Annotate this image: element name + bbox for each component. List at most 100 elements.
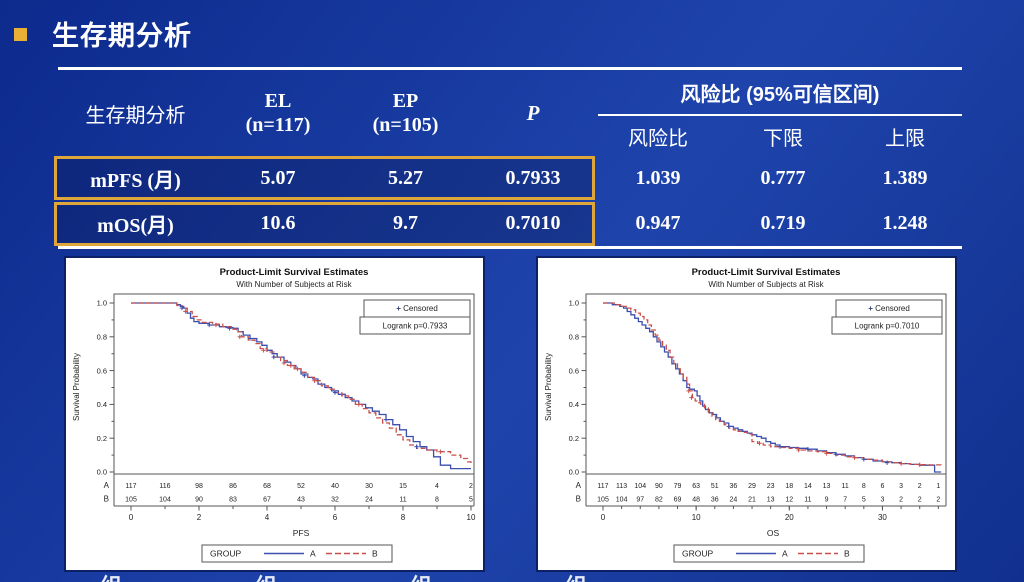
clipped-footer-text: 组: [100, 569, 122, 582]
cell-upper: 1.389: [882, 167, 928, 189]
cell-el: 10.6: [260, 212, 296, 234]
col-header-lower: 下限: [763, 127, 803, 150]
svg-text:7: 7: [843, 497, 847, 504]
svg-text:5: 5: [862, 497, 866, 504]
svg-text:30: 30: [878, 513, 887, 522]
row-label: mOS(月): [97, 215, 174, 237]
svg-text:B: B: [104, 495, 109, 504]
svg-text:105: 105: [125, 497, 137, 504]
cell-lower: 0.719: [760, 212, 806, 234]
row-label: mPFS (月): [90, 170, 181, 192]
table-bottom-border: [58, 246, 962, 249]
svg-text:10: 10: [467, 513, 476, 522]
svg-text:3: 3: [899, 483, 903, 490]
svg-text:0.4: 0.4: [569, 400, 579, 409]
svg-text:GROUP: GROUP: [682, 549, 714, 559]
cell-el: 5.07: [260, 167, 296, 189]
table-header: 生存期分析 EL (n=117) EP (n=105) P 风险比 (95%可信…: [58, 70, 962, 156]
table-top-border: [58, 67, 962, 70]
svg-text:113: 113: [616, 483, 627, 490]
cell-p: 0.7933: [505, 167, 561, 189]
svg-text:13: 13: [823, 483, 831, 490]
svg-text:A: A: [782, 549, 788, 559]
svg-text:98: 98: [195, 483, 203, 490]
svg-text:15: 15: [399, 483, 407, 490]
pfs-km-chart: Product-Limit Survival Estimates With Num…: [64, 256, 485, 572]
svg-text:With Number of Subjects at Ris: With Number of Subjects at Risk: [236, 280, 352, 289]
svg-text:2: 2: [936, 497, 940, 504]
svg-text:117: 117: [597, 483, 608, 490]
col-header-p: P: [526, 100, 540, 125]
cell-ep: 5.27: [388, 167, 423, 189]
bullet-square-icon: [14, 28, 27, 41]
col-header-ep-n: (n=105): [372, 114, 439, 136]
svg-text:0.2: 0.2: [569, 434, 579, 443]
svg-text:Logrank p=0.7010: Logrank p=0.7010: [855, 322, 920, 331]
svg-text:A: A: [104, 481, 110, 490]
svg-text:9: 9: [825, 497, 829, 504]
svg-text:0.8: 0.8: [97, 333, 107, 342]
svg-text:With Number of Subjects at Ris: With Number of Subjects at Risk: [708, 280, 824, 289]
svg-text:117: 117: [125, 483, 136, 490]
col-header-analysis: 生存期分析: [85, 104, 186, 127]
svg-text:0.0: 0.0: [97, 468, 107, 477]
svg-text:4: 4: [435, 483, 439, 490]
svg-text:36: 36: [711, 497, 719, 504]
svg-text:48: 48: [692, 497, 700, 504]
svg-text:52: 52: [297, 483, 305, 490]
km-plot-svg: Product-Limit Survival Estimates With Num…: [72, 267, 476, 563]
svg-text:79: 79: [674, 483, 682, 490]
svg-text:63: 63: [692, 483, 700, 490]
svg-text:3: 3: [880, 497, 884, 504]
svg-text:24: 24: [365, 497, 373, 504]
svg-text:0.0: 0.0: [569, 468, 579, 477]
svg-text:11: 11: [804, 497, 811, 504]
svg-text:Product-Limit Survival Estimat: Product-Limit Survival Estimates: [692, 267, 841, 278]
svg-text:+ Censored: + Censored: [868, 304, 910, 313]
svg-text:PFS: PFS: [293, 528, 310, 538]
svg-text:11: 11: [842, 483, 849, 490]
svg-text:8: 8: [435, 497, 439, 504]
svg-text:5: 5: [469, 497, 473, 504]
svg-text:86: 86: [229, 483, 237, 490]
svg-text:18: 18: [785, 483, 793, 490]
cell-ep: 9.7: [393, 212, 418, 234]
svg-text:2: 2: [918, 483, 922, 490]
svg-text:10: 10: [692, 513, 701, 522]
svg-text:14: 14: [804, 483, 812, 490]
svg-text:116: 116: [159, 483, 170, 490]
col-header-el: EL (n=117): [213, 70, 343, 156]
clipped-footer-text: 组: [255, 569, 277, 582]
table-header-hr-subcolumns: 风险比 下限 上限: [598, 116, 962, 156]
svg-text:40: 40: [331, 483, 339, 490]
svg-text:105: 105: [597, 497, 609, 504]
svg-text:20: 20: [785, 513, 794, 522]
svg-text:21: 21: [748, 497, 756, 504]
svg-text:6: 6: [333, 513, 338, 522]
svg-text:0.6: 0.6: [569, 366, 579, 375]
table-header-left: 生存期分析 EL (n=117) EP (n=105) P: [58, 70, 598, 156]
svg-text:8: 8: [401, 513, 406, 522]
col-header-hr: 风险比: [628, 127, 688, 150]
svg-text:11: 11: [399, 497, 406, 504]
svg-text:82: 82: [655, 497, 663, 504]
col-header-el-n: (n=117): [245, 114, 311, 136]
os-km-chart: Product-Limit Survival Estimates With Num…: [536, 256, 957, 572]
svg-text:83: 83: [229, 497, 237, 504]
svg-text:1.0: 1.0: [97, 299, 107, 308]
table-row-mos: mOS(月) 10.6 9.7 0.7010 0.947 0.719 1.248: [58, 201, 962, 246]
svg-text:0.6: 0.6: [97, 366, 107, 375]
svg-text:1: 1: [936, 483, 940, 490]
svg-text:0: 0: [601, 513, 606, 522]
svg-text:GROUP: GROUP: [210, 549, 242, 559]
col-header-upper: 上限: [885, 127, 925, 150]
cell-hr: 1.039: [635, 167, 681, 189]
col-header-ep: EP (n=105): [343, 70, 468, 156]
col-header-ep-name: EP: [392, 90, 419, 112]
svg-text:B: B: [372, 549, 378, 559]
clipped-footer-text: 组: [410, 569, 432, 582]
svg-text:B: B: [576, 495, 581, 504]
svg-text:97: 97: [636, 497, 644, 504]
svg-text:29: 29: [748, 483, 756, 490]
svg-text:23: 23: [767, 483, 775, 490]
